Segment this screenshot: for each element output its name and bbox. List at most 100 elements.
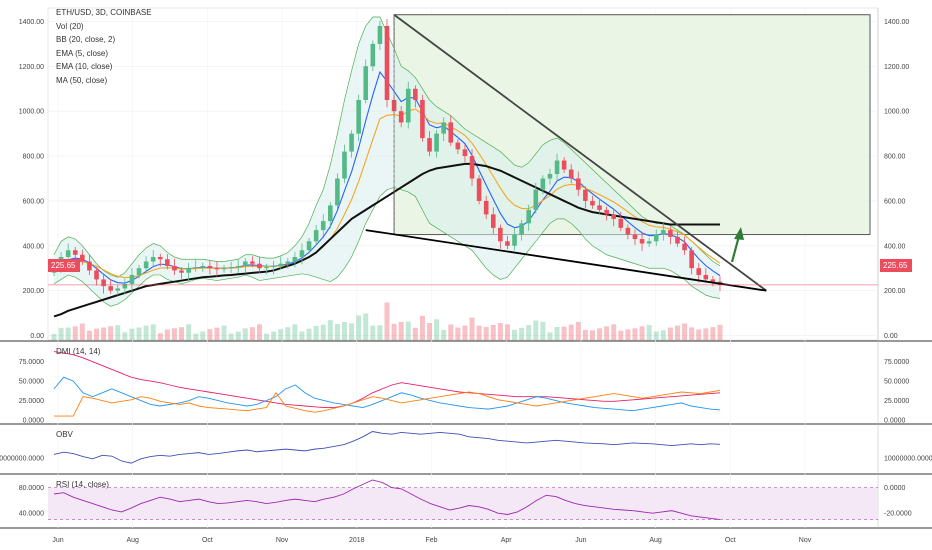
y-tick-label-left: 0.00 <box>30 333 44 340</box>
last-price-badge-right: 225.65 <box>880 259 912 272</box>
volume-bar <box>285 327 291 340</box>
volume-bar <box>561 326 567 340</box>
volume-bar <box>356 315 362 340</box>
volume-bar <box>519 327 525 340</box>
volume-bar <box>618 330 624 340</box>
volume-bar <box>377 325 383 340</box>
candle-body <box>618 218 624 228</box>
volume-bar <box>292 324 298 340</box>
legend-ma50: MA (50, close) <box>56 75 108 85</box>
candle-body <box>257 263 262 269</box>
volume-bar <box>299 331 305 340</box>
volume-bar <box>497 323 503 340</box>
volume-bar <box>214 327 220 340</box>
adx-line <box>53 351 721 409</box>
volume-bar <box>94 328 100 340</box>
volume-bar <box>58 327 64 340</box>
candle-body <box>264 267 269 269</box>
x-tick-label: Nov <box>276 537 289 544</box>
y-tick-label-right: 1000.00 <box>884 109 909 116</box>
y-tick-label-right: 1400.00 <box>884 19 909 26</box>
volume-bar <box>320 324 326 340</box>
candle-body <box>299 250 305 257</box>
sub-y-tick-label-left: 40.0000 <box>19 511 44 518</box>
sub-y-tick-label-left: 0.0000 <box>23 418 45 425</box>
candle-body <box>533 189 539 210</box>
volume-bar <box>108 326 114 340</box>
sub-y-tick-label-right: 25.0000 <box>884 398 909 405</box>
volume-bar <box>448 324 454 340</box>
y-tick-label-left: 1400.00 <box>19 19 44 26</box>
volume-bar <box>334 324 340 340</box>
candle-body <box>292 257 298 262</box>
candle-body <box>604 209 609 215</box>
volume-bar <box>717 324 723 340</box>
ema10-line <box>53 108 721 279</box>
volume-bar <box>391 323 397 340</box>
volume-bar <box>490 325 496 340</box>
candle-body <box>590 200 595 206</box>
candle-body <box>434 133 439 152</box>
y-tick-label-left: 400.00 <box>23 243 45 250</box>
candle-body <box>157 257 163 260</box>
sub-y-tick-label-right: 0.0000 <box>884 485 906 492</box>
candle-body <box>611 214 617 219</box>
volume-bar <box>526 325 532 340</box>
last-price-label: 225.65 <box>51 261 76 270</box>
x-tick-label: Aug <box>649 537 662 544</box>
volume-bar <box>533 320 539 340</box>
last-price-label: 225.65 <box>883 261 908 270</box>
candle-body <box>554 160 560 174</box>
candle-body <box>462 149 468 157</box>
obv-panel-title: OBV <box>56 430 73 439</box>
candle-body <box>271 265 276 268</box>
upper-trendline <box>393 14 767 292</box>
volume-bar <box>597 328 603 340</box>
x-tick-label: Jun <box>575 537 586 544</box>
bollinger-lower-line <box>53 187 721 307</box>
volume-bar <box>235 331 241 340</box>
volume-bar <box>327 320 333 340</box>
candle-body <box>242 261 248 266</box>
candle-body <box>455 142 461 150</box>
candle-body <box>143 261 149 269</box>
volume-bar <box>349 323 355 340</box>
volume-bar <box>157 333 163 340</box>
volume-bar <box>200 331 206 340</box>
volume-bar <box>193 333 199 340</box>
candle-body <box>561 160 567 170</box>
legend-bb: BB (20, close, 2) <box>56 35 116 45</box>
volume-bar <box>674 325 680 340</box>
volume-bar <box>660 330 666 340</box>
candle-body <box>129 274 135 284</box>
candle-body <box>172 265 177 271</box>
candle-body <box>193 267 199 269</box>
legend-vol: Vol (20) <box>56 21 84 31</box>
candle-body <box>250 261 255 264</box>
candle-body <box>526 209 532 224</box>
volume-bar <box>242 328 248 340</box>
volume-bar <box>455 327 461 340</box>
volume-bar <box>249 327 255 340</box>
volume-bar <box>582 329 588 340</box>
legend-symbol: ETH/USD, 3D, COINBASE <box>56 8 152 17</box>
ma50-line <box>53 162 720 318</box>
dmi_plus-line <box>53 376 721 412</box>
volume-bar <box>427 323 433 340</box>
y-tick-label-left: 600.00 <box>23 198 45 205</box>
candle-body <box>405 88 411 123</box>
x-tick-label: 2018 <box>349 537 365 544</box>
candle-body <box>87 261 92 271</box>
volume-bar <box>65 327 71 340</box>
candle-body <box>448 122 454 143</box>
candle-body <box>469 156 475 179</box>
volume-bar <box>79 323 85 340</box>
volume-bar <box>504 324 510 340</box>
volume-bar <box>512 329 518 340</box>
volume-bar <box>540 321 546 340</box>
candle-body <box>370 43 376 67</box>
candle-body <box>384 25 390 100</box>
candle-body <box>101 279 106 287</box>
volume-bar <box>398 321 404 340</box>
volume-bar <box>575 321 581 340</box>
